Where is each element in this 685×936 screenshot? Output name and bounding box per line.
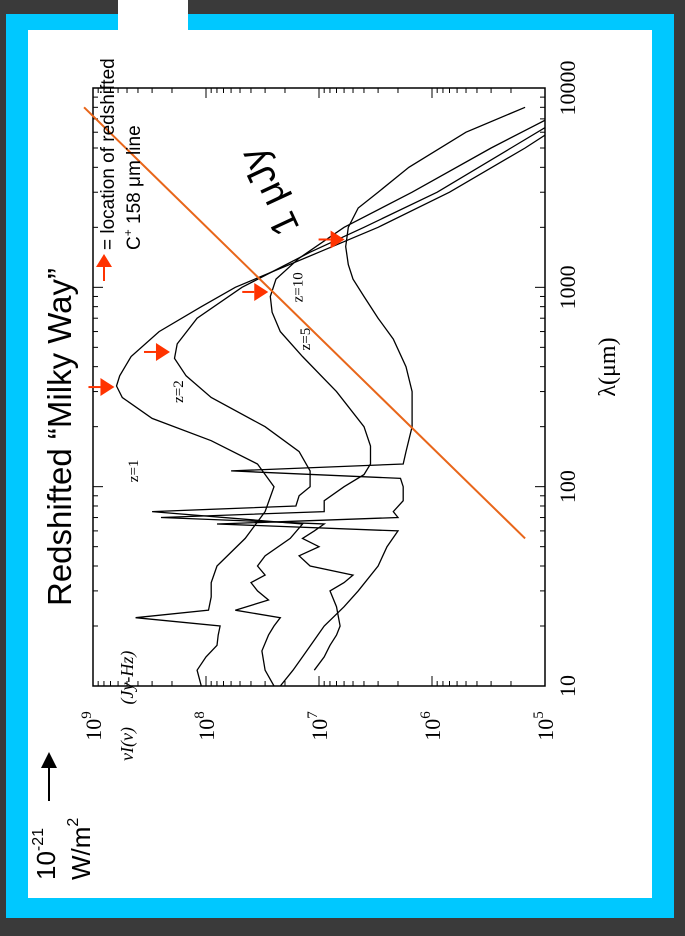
x-axis-label: λ(μm) (595, 337, 621, 396)
cplus-marker-arrow (330, 230, 345, 249)
legend-line-rest: 158 μm line (124, 125, 145, 229)
y-tick-label: 109 (79, 711, 106, 741)
legend-marker-text: = location of redshifted (98, 58, 119, 250)
series-label-z=10: z=10 (290, 272, 306, 302)
unit-value-base: 10 (31, 851, 61, 880)
cplus-marker-arrow (254, 282, 269, 301)
cplus-marker-arrow (100, 378, 115, 397)
x-tick-label: 100 (555, 470, 580, 503)
unit-units-exp: 2 (65, 818, 82, 827)
x-tick-label: 10 (555, 675, 580, 697)
series-curve-z=5 (160, 106, 545, 671)
series-curve-z=1 (115, 118, 545, 686)
y-axis-label: νI(ν) (Jy-Hz) (117, 651, 138, 761)
unit-value-units: W/m2 (65, 818, 96, 880)
legend-line-base: C (124, 236, 145, 250)
y-tick-label: 106 (418, 711, 445, 741)
unit-value-exp: -21 (30, 828, 47, 851)
y-tick-label: 108 (192, 711, 219, 741)
series-label-z=5: z=5 (298, 328, 314, 351)
title-tab-white (118, 0, 188, 34)
flux-limit-line (83, 106, 526, 540)
unit-units-base: W/m (66, 827, 96, 880)
legend-line-sup: + (121, 229, 135, 236)
series-label-z=1: z=1 (126, 460, 142, 483)
unit-value: 10-21 (30, 828, 61, 880)
series-curve-z=2 (152, 106, 545, 686)
legend-marker-icon (96, 254, 112, 281)
series-curve-z=10 (216, 106, 526, 686)
plot-area: 10 100 1000 10000 109 108 107 106 105 λ(μm) z=1 z=2… (79, 61, 621, 741)
y-tick-label: 107 (305, 711, 332, 741)
y-tick-label: 105 (531, 711, 558, 741)
frame-white-panel (28, 30, 652, 898)
series-label-z=2: z=2 (171, 380, 187, 403)
x-tick-label: 1000 (555, 265, 580, 309)
slide-title: Redshifted “Milky Way” (41, 268, 78, 606)
x-tick-label: 10000 (555, 61, 580, 116)
legend-line-text: C+ 158 μm line (121, 125, 145, 250)
unit-arrow-icon (41, 752, 57, 801)
cplus-marker-arrow (155, 342, 170, 361)
